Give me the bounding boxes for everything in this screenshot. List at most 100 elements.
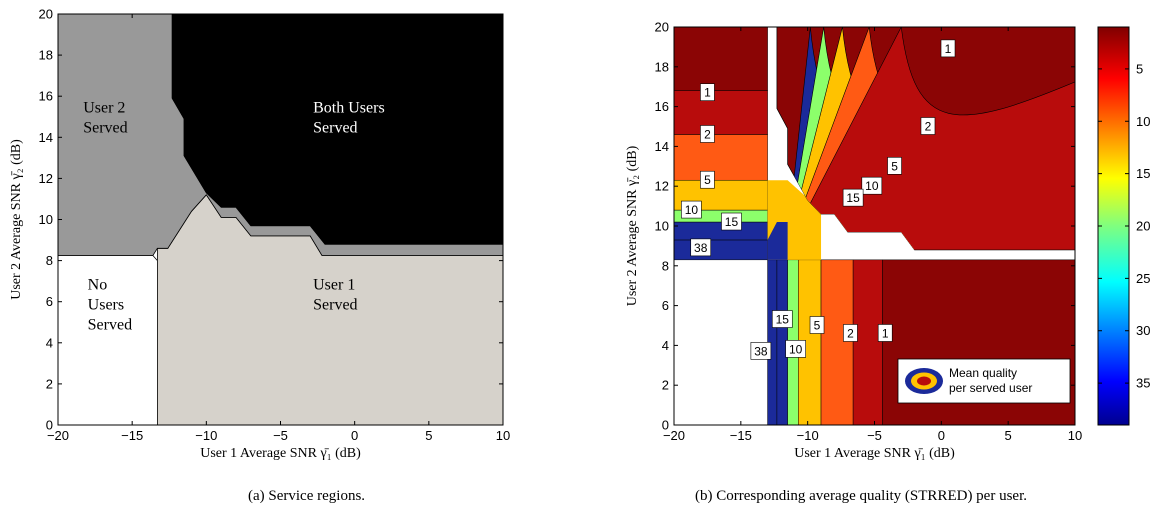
b-xtick-label: −5	[867, 428, 882, 443]
contour-label-box	[920, 117, 936, 135]
contour-label-text: 10	[789, 342, 803, 356]
colorbar-tick-label: 25	[1136, 271, 1150, 286]
contour-label-text: 15	[776, 313, 790, 327]
region-label-line: Both Users	[313, 100, 385, 117]
region-label-line: Users	[88, 296, 124, 313]
contour-label-box	[809, 316, 825, 334]
colorbar-tick-label: 20	[1136, 219, 1150, 234]
a-xtick-label: 0	[351, 428, 358, 443]
legend-text-line: Mean quality	[949, 366, 1017, 380]
user2-band	[674, 239, 768, 261]
a-ytick-label: 20	[39, 7, 53, 22]
a-xtick-label: −10	[195, 428, 217, 443]
crossover-core	[767, 222, 788, 260]
a-xtick-label: −15	[121, 428, 143, 443]
contour-label-3: 10	[681, 200, 702, 219]
contour-label-box	[887, 157, 902, 175]
contour-label-box	[861, 176, 883, 195]
a-xtick-label: 10	[496, 428, 510, 443]
b-ytick-label: 16	[655, 99, 669, 114]
contour-label-0: 1	[700, 83, 715, 101]
contour-label-box	[842, 188, 864, 207]
b-xtick-label: −20	[663, 428, 685, 443]
a-plot-frame	[57, 13, 504, 426]
contour-label-text: 15	[846, 191, 860, 205]
contour-label-text: 2	[847, 326, 854, 340]
a-ytick-label: 6	[46, 294, 53, 309]
contour-label-11: 1	[877, 324, 893, 342]
contour-label-10: 2	[843, 324, 858, 342]
b-ytick-label: 14	[655, 139, 669, 154]
contour-label-box	[681, 200, 702, 219]
region-label-2: User 2 Served	[83, 100, 127, 137]
contour-label-text: 5	[704, 173, 711, 187]
a-x-axis-label: User 1 Average SNR γ̄₁ (dB)	[200, 446, 361, 461]
contour-label-box	[700, 125, 715, 143]
user2-band	[674, 134, 768, 181]
a-ytick-label: 18	[39, 48, 53, 63]
colorbar-tick-label: 10	[1136, 114, 1150, 129]
a-ytick-label: 2	[46, 376, 53, 391]
region-no-users-served	[57, 255, 158, 426]
b-xtick-label: −15	[730, 428, 752, 443]
b-xtick-label: −10	[797, 428, 819, 443]
b-ytick-label: 4	[662, 338, 669, 353]
contour-label-text: 5	[814, 319, 821, 333]
contour-label-16: 15	[842, 188, 864, 207]
b-plot-frame	[673, 26, 1076, 426]
colorbar-tick-label: 30	[1136, 323, 1150, 338]
b-xtick-label: 10	[1068, 428, 1082, 443]
region-label-line: Served	[88, 316, 132, 333]
b-ytick-label: 10	[655, 219, 669, 234]
contour-label-text: 2	[925, 120, 932, 134]
panel-b-plot-area: 1 2 5 10 15 38 38 15 10 5 2 1 1 2 5 10 15 Mean qualityper…	[674, 27, 1075, 425]
contour-label-text: 2	[704, 127, 711, 141]
contour-label-5: 38	[690, 238, 712, 257]
a-ytick-label: 14	[39, 130, 53, 145]
region-label-line: User 2	[83, 100, 125, 117]
a-y-axis-label: User 2 Average SNR γ̄₂ (dB)	[9, 139, 24, 300]
contour-label-2: 5	[700, 170, 715, 189]
contour-label-text: 15	[725, 215, 739, 229]
b-x-axis-label: User 1 Average SNR γ̄₁ (dB)	[794, 446, 955, 461]
a-ytick-label: 10	[39, 212, 53, 227]
contour-label-7: 15	[771, 310, 793, 328]
a-ytick-label: 16	[39, 89, 53, 104]
legend-ring-inner-icon	[917, 376, 931, 386]
contour-label-text: 38	[754, 344, 768, 358]
a-ytick-label: 12	[39, 171, 53, 186]
b-ytick-label: 8	[662, 258, 669, 273]
contour-label-text: 1	[945, 42, 952, 56]
contour-label-box	[771, 310, 793, 328]
a-xtick-label: −20	[47, 428, 69, 443]
b-ytick-label: 12	[655, 179, 669, 194]
a-xtick-label: 5	[425, 428, 432, 443]
contour-label-box	[750, 342, 772, 360]
contour-label-9: 5	[809, 316, 825, 334]
b-ytick-label: 18	[655, 59, 669, 74]
b-ytick-label: 0	[662, 418, 669, 433]
contour-label-8: 10	[785, 340, 806, 358]
b-ytick-label: 2	[662, 378, 669, 393]
colorbar-tick-label: 5	[1136, 61, 1143, 76]
contour-label-box	[700, 170, 715, 189]
colorbar	[1097, 26, 1130, 426]
b-y-axis-label: User 2 Average SNR γ̄₂ (dB)	[625, 145, 640, 306]
contour-label-box	[690, 238, 712, 257]
contour-label-15: 10	[861, 176, 883, 195]
a-ytick-label: 8	[46, 253, 53, 268]
user1-band	[852, 259, 883, 425]
colorbar-tick-label: 35	[1136, 376, 1150, 391]
legend-text-line: per served user	[949, 381, 1032, 395]
b-xtick-label: 0	[938, 428, 945, 443]
contour-label-14: 5	[887, 157, 902, 175]
region-label-line: No	[88, 276, 108, 293]
contour-label-1: 2	[700, 125, 715, 143]
colorbar-tick-label: 15	[1136, 166, 1150, 181]
contour-label-box	[877, 324, 893, 342]
contour-label-box	[940, 39, 956, 58]
contour-label-text: 1	[704, 86, 711, 100]
caption-b: (b) Corresponding average quality (STRRE…	[695, 488, 1027, 504]
